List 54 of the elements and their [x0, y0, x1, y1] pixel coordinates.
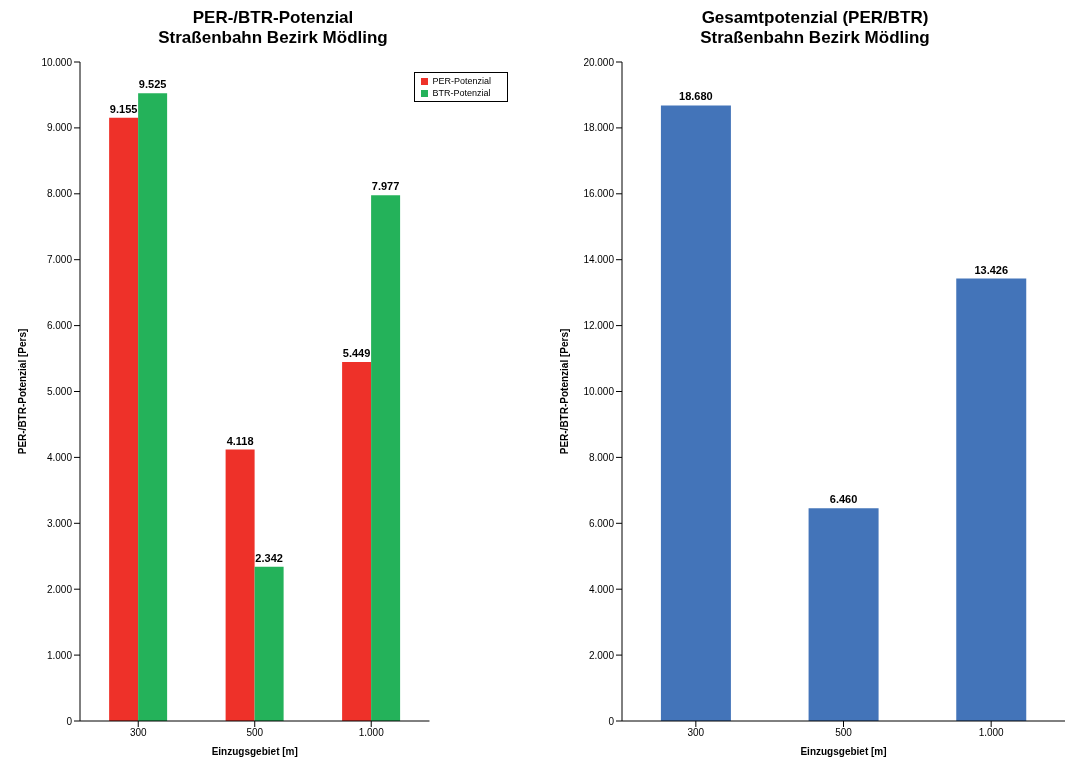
y-tick-label: 1.000 [46, 649, 73, 661]
bar [808, 508, 879, 721]
x-tick-label: 1.000 [978, 727, 1005, 739]
y-tick-label: 18.000 [583, 122, 615, 134]
data-label: 13.426 [974, 263, 1009, 276]
y-tick-label: 6.000 [46, 320, 73, 332]
y-tick-label: 5.000 [46, 386, 73, 398]
chart-title: PER-/BTR-Potenzial Straßenbahn Bezirk Mödling [157, 8, 389, 49]
bar [254, 566, 284, 721]
x-axis-title: Einzugsgebiet [m] [800, 746, 887, 757]
y-tick-label: 4.000 [588, 583, 615, 595]
data-label: 9.155 [109, 102, 138, 115]
y-tick-label: 0 [608, 715, 615, 727]
x-tick-label: 500 [835, 727, 853, 739]
y-axis-title: PER-/BTR-Potenzial [Pers] [16, 328, 28, 455]
data-label: 7.977 [371, 180, 400, 193]
data-label: 6.460 [829, 493, 858, 506]
bar [109, 117, 139, 721]
y-tick-label: 8.000 [588, 451, 615, 463]
bar [956, 278, 1027, 721]
x-tick-label: 300 [687, 727, 705, 739]
data-label: 9.525 [138, 78, 167, 91]
y-tick-label: 12.000 [583, 320, 615, 332]
y-tick-label: 9.000 [46, 122, 73, 134]
y-tick-label: 10.000 [583, 386, 615, 398]
y-tick-label: 2.000 [588, 649, 615, 661]
y-tick-label: 10.000 [41, 56, 73, 68]
bar [660, 105, 731, 721]
y-tick-label: 7.000 [46, 254, 73, 266]
data-label: 5.449 [342, 346, 371, 359]
chart-title: Gesamtpotenzial (PER/BTR) Straßenbahn Bezirk Mödling [699, 8, 931, 49]
y-tick-label: 4.000 [46, 451, 73, 463]
data-label: 18.680 [679, 90, 713, 103]
legend-label: PER-Potenzial [432, 76, 491, 86]
y-tick-label: 3.000 [46, 517, 73, 529]
data-label: 4.118 [226, 434, 254, 447]
bar [138, 93, 168, 721]
bar [371, 195, 401, 721]
x-tick-label: 500 [246, 727, 264, 739]
y-tick-label: 20.000 [583, 56, 615, 68]
y-tick-label: 2.000 [46, 583, 73, 595]
x-axis-title: Einzugsgebiet [m] [211, 746, 298, 757]
x-tick-label: 300 [129, 727, 148, 739]
y-axis-title: PER-/BTR-Potenzial [Pers] [558, 328, 570, 455]
x-tick-label: 1.000 [358, 727, 385, 739]
legend-label: BTR-Potenzial [432, 88, 491, 98]
y-tick-label: 14.000 [583, 254, 615, 266]
y-tick-label: 0 [66, 715, 73, 727]
data-label: 2.342 [255, 551, 283, 564]
bar [225, 449, 255, 721]
y-tick-label: 16.000 [583, 188, 615, 200]
bar [342, 361, 372, 721]
y-tick-label: 6.000 [588, 517, 615, 529]
y-tick-label: 8.000 [46, 188, 73, 200]
